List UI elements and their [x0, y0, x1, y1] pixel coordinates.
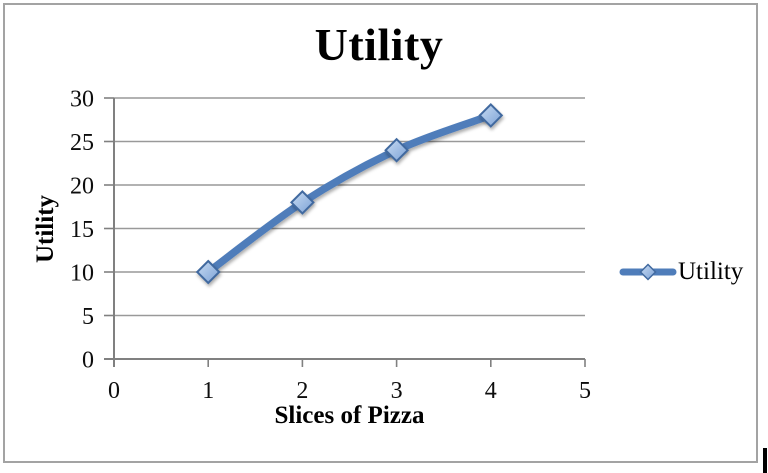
y-axis-title: Utility — [32, 194, 59, 264]
y-tick-label: 20 — [70, 173, 94, 199]
data-point-marker — [289, 189, 315, 215]
tick-labels: 0 5 10 15 20 25 30 0 1 2 3 4 5 — [70, 86, 591, 404]
series-line — [204, 111, 495, 276]
y-tick-label: 5 — [82, 304, 94, 330]
x-tick-label: 2 — [296, 378, 308, 404]
x-axis-title: Slices of Pizza — [274, 402, 425, 429]
x-tick-label: 3 — [391, 378, 403, 404]
y-tick-label: 15 — [70, 217, 94, 243]
y-tick-label: 30 — [70, 86, 94, 112]
y-tick-label: 25 — [70, 130, 94, 156]
chart-object-frame[interactable] — [3, 3, 758, 463]
axes — [104, 97, 586, 367]
gridlines — [114, 97, 585, 317]
data-point-marker — [384, 137, 410, 163]
legend: Utility — [619, 258, 743, 286]
y-tick-label: 0 — [82, 347, 94, 373]
legend-label: Utility — [678, 258, 744, 285]
legend-marker-icon — [619, 263, 677, 281]
x-tick-label: 5 — [579, 378, 591, 404]
x-tick-label: 4 — [485, 378, 497, 404]
data-point-marker — [478, 102, 504, 128]
x-tick-label: 1 — [202, 378, 214, 404]
y-tick-label: 10 — [70, 260, 94, 286]
x-tick-label: 0 — [108, 378, 120, 404]
chart-title: Utility — [314, 19, 444, 70]
data-point-marker — [195, 259, 221, 285]
series-utility — [195, 102, 504, 285]
text-cursor — [763, 448, 767, 473]
